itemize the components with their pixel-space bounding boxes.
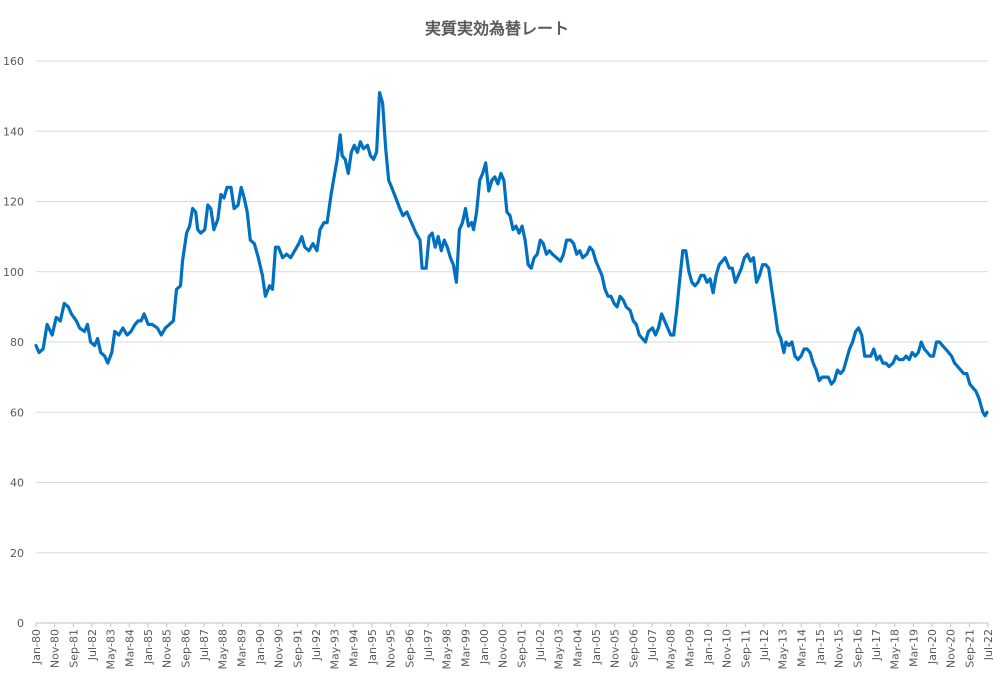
gridlines <box>36 60 988 554</box>
x-tick-label: May-93 <box>329 629 342 670</box>
x-tick-label: Nov-00 <box>497 629 510 668</box>
series-line <box>34 91 989 418</box>
x-tick-label: Mar-94 <box>347 629 360 667</box>
x-tick-label: Nov-20 <box>945 629 958 668</box>
x-tick-label: Mar-14 <box>795 629 808 667</box>
x-tick-label: Nov-90 <box>273 629 286 668</box>
x-tick-label: May-83 <box>105 629 118 670</box>
y-tick-label: 140 <box>3 125 24 138</box>
x-tick-label: Jul-82 <box>86 629 99 661</box>
x-tick-label: Sep-11 <box>739 629 752 668</box>
x-tick-label: Mar-99 <box>459 629 472 667</box>
chart-title: 実質実効為替レート <box>425 19 569 38</box>
x-tick-label: Jul-17 <box>870 629 883 661</box>
x-tick-label: Jan-90 <box>254 629 267 665</box>
x-tick-label: Nov-85 <box>161 629 174 668</box>
x-axis-tick-labels: Jan-80 Nov-80 Sep-81 Jul-82 May-83 Mar-84 Jan-… <box>30 623 993 670</box>
x-tick-label: May-13 <box>777 629 790 670</box>
x-tick-label: Sep-16 <box>851 629 864 668</box>
y-tick-label: 20 <box>10 547 24 560</box>
x-tick-label: Mar-89 <box>235 629 248 667</box>
x-tick-label: Nov-05 <box>609 629 622 668</box>
x-tick-label: Jan-15 <box>814 629 827 665</box>
x-tick-label: Sep-21 <box>963 629 976 668</box>
y-tick-label: 80 <box>10 336 24 349</box>
x-tick-label: Jul-22 <box>982 629 993 661</box>
x-tick-label: Mar-19 <box>907 629 920 667</box>
x-tick-label: Jul-87 <box>198 629 211 661</box>
x-tick-label: Jul-02 <box>534 629 547 661</box>
x-tick-label: Sep-91 <box>291 629 304 668</box>
x-tick-label: Sep-96 <box>403 629 416 668</box>
x-tick-label: Sep-01 <box>515 629 528 668</box>
x-tick-label: Jan-10 <box>702 629 715 665</box>
x-tick-label: Sep-81 <box>67 629 80 668</box>
y-tick-label: 100 <box>3 266 24 279</box>
x-tick-label: Mar-09 <box>683 629 696 667</box>
x-tick-label: Jan-05 <box>590 629 603 665</box>
x-tick-label: Nov-10 <box>721 629 734 668</box>
y-axis-tick-labels: 0 20 40 60 80 100 120 140 160 <box>3 55 24 630</box>
x-tick-label: Nov-15 <box>833 629 846 668</box>
x-tick-label: Jan-85 <box>142 629 155 665</box>
x-tick-label: Jul-92 <box>310 629 323 661</box>
x-tick-label: May-98 <box>441 629 454 670</box>
x-tick-label: May-08 <box>665 629 678 670</box>
x-tick-label: Nov-95 <box>385 629 398 668</box>
x-tick-label: Jul-07 <box>646 629 659 661</box>
x-tick-label: May-03 <box>553 629 566 670</box>
y-tick-label: 40 <box>10 477 24 490</box>
x-tick-label: May-88 <box>217 629 230 670</box>
x-tick-label: Jan-80 <box>30 629 43 665</box>
x-tick-label: Sep-86 <box>179 629 192 668</box>
x-tick-label: May-18 <box>889 629 902 670</box>
x-tick-label: Jan-95 <box>366 629 379 665</box>
x-tick-label: Jan-20 <box>926 629 939 665</box>
x-tick-label: Sep-06 <box>627 629 640 668</box>
x-tick-label: Mar-84 <box>123 629 136 667</box>
y-tick-label: 120 <box>3 196 24 209</box>
x-tick-label: Jul-12 <box>758 629 771 661</box>
x-tick-label: Jul-97 <box>422 629 435 661</box>
y-tick-label: 160 <box>3 55 24 68</box>
x-tick-label: Nov-80 <box>49 629 62 668</box>
x-tick-label: Mar-04 <box>571 629 584 667</box>
y-tick-label: 0 <box>17 617 24 630</box>
x-tick-label: Jan-00 <box>478 629 491 665</box>
y-tick-label: 60 <box>10 406 24 419</box>
